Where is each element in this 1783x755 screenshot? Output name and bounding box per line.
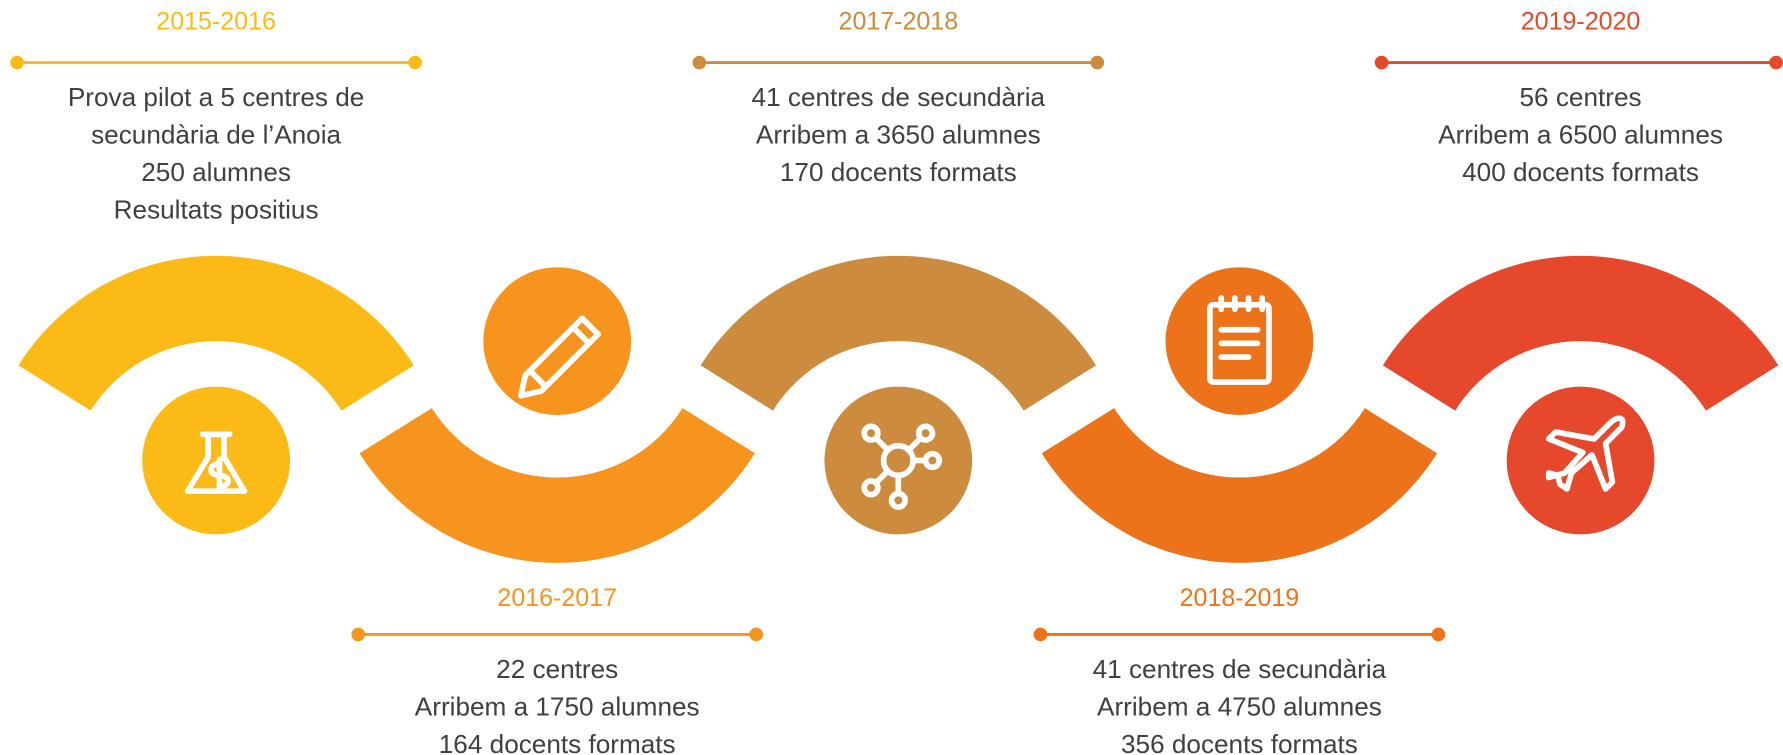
description-line: 22 centres — [496, 654, 618, 684]
description-line: 164 docents formats — [439, 729, 676, 755]
rule-dot — [1374, 55, 1389, 70]
labels: 2015-2016 Prova pilot a 5 centres de secun… — [10, 7, 1783, 755]
description-line: Prova pilot a 5 centres de — [68, 82, 364, 112]
icon-circle — [824, 386, 973, 535]
description-line: secundària de l’Anoia — [91, 119, 341, 149]
notepad-icon — [1207, 295, 1272, 385]
description-line: 41 centres de secundària — [752, 82, 1046, 112]
rule-dot — [692, 55, 707, 70]
year-label: 2015-2016 — [156, 7, 276, 35]
description-line: 170 docents formats — [780, 157, 1017, 187]
rule-dot — [749, 627, 764, 642]
icon-circle — [142, 386, 291, 535]
arc-band — [1041, 408, 1438, 563]
rule-dot — [10, 55, 24, 70]
rule-dot — [1033, 627, 1048, 642]
rule-dot — [351, 627, 366, 642]
description-line: Arribem a 4750 alumnes — [1097, 691, 1382, 721]
description-line: Arribem a 3650 alumnes — [756, 119, 1041, 149]
description-line: 41 centres de secundària — [1093, 654, 1387, 684]
arc-band — [700, 255, 1096, 411]
arc-band — [1382, 255, 1779, 411]
flask-icon — [184, 431, 248, 495]
rule-dot — [408, 55, 422, 70]
year-label: 2017-2018 — [839, 7, 959, 35]
description-line: 250 alumnes — [141, 157, 291, 187]
rule-dot — [1431, 627, 1446, 642]
description-line: Arribem a 1750 alumnes — [415, 691, 700, 721]
description-line: Resultats positius — [114, 194, 319, 224]
description-line: 400 docents formats — [1462, 157, 1699, 187]
arc-band — [18, 255, 414, 411]
year-label: 2019-2020 — [1521, 7, 1641, 35]
arcs — [18, 255, 1779, 563]
rule-dot — [1769, 55, 1783, 70]
plane-icon — [1545, 415, 1626, 492]
description-line: 356 docents formats — [1121, 729, 1358, 755]
pencil-icon — [517, 315, 601, 399]
rule-dot — [1090, 55, 1105, 70]
description-line: 56 centres — [1520, 82, 1642, 112]
icon-circle — [1506, 386, 1655, 535]
network-icon — [861, 423, 943, 510]
description-line: Arribem a 6500 alumnes — [1438, 119, 1723, 149]
year-label: 2018-2019 — [1180, 584, 1300, 612]
arc-band — [359, 408, 755, 563]
year-label: 2016-2017 — [497, 584, 617, 612]
